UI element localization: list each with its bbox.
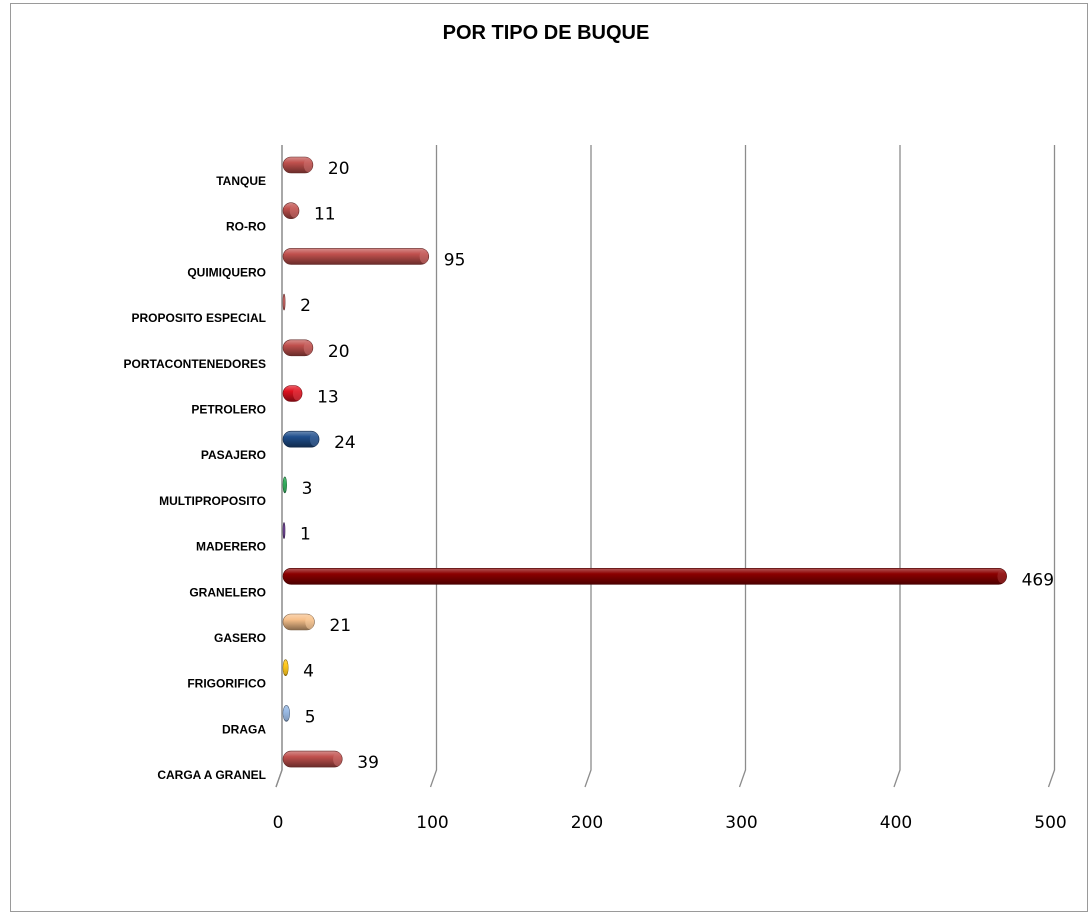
axes <box>275 145 283 788</box>
y-category-label: GRANELERO <box>189 585 266 599</box>
chart-title: POR TIPO DE BUQUE <box>442 22 650 44</box>
y-category-label: FRIGORIFICO <box>187 677 266 691</box>
bar <box>282 750 343 768</box>
bar <box>282 567 1007 585</box>
y-category-label: DRAGA <box>222 722 266 736</box>
x-tick-label: 0 <box>273 813 284 833</box>
x-tick-label: 400 <box>880 813 912 833</box>
x-tick-label: 300 <box>725 813 757 833</box>
bar-cap <box>283 706 290 721</box>
y-category-label: GASERO <box>214 631 266 645</box>
chart-frame <box>10 3 1088 912</box>
bar-cap <box>283 660 289 675</box>
y-category-label: PETROLERO <box>191 403 266 417</box>
bars <box>282 156 1007 768</box>
y-category-label: TANQUE <box>216 174 266 188</box>
bar-cap <box>283 523 285 538</box>
data-label: 24 <box>334 433 356 453</box>
x-tick-label: 100 <box>416 813 448 833</box>
data-label: 13 <box>317 388 339 408</box>
data-label: 20 <box>328 342 350 362</box>
y-category-label: PASAJERO <box>201 448 266 462</box>
y-category-label: QUIMIQUERO <box>187 265 266 279</box>
x-tick-label: 200 <box>571 813 603 833</box>
x-tick-label: 500 <box>1034 813 1066 833</box>
y-axis <box>275 145 283 788</box>
bar-cap <box>309 432 319 447</box>
data-label: 469 <box>1022 570 1054 590</box>
gridline <box>893 145 901 788</box>
data-label: 3 <box>302 479 313 499</box>
bar <box>282 430 320 448</box>
data-label: 5 <box>305 707 316 727</box>
gridline <box>429 145 438 788</box>
labels: 0 100 200 300 400 500 TANQUE 20 RO-RO 11 QUIMIQUER… <box>124 159 1067 833</box>
bar-cap <box>283 477 287 492</box>
y-category-label: CARGA A GRANEL <box>157 768 266 782</box>
gridlines <box>275 145 1056 788</box>
bar-cap <box>303 340 313 355</box>
bar-cap <box>303 158 313 172</box>
y-category-label: PORTACONTENEDORES <box>124 357 266 371</box>
gridline <box>738 145 747 788</box>
gridline <box>275 145 283 788</box>
y-category-label: MULTIPROPOSITO <box>159 494 266 508</box>
data-label: 4 <box>303 662 314 682</box>
gridline <box>584 145 592 788</box>
bar-cap <box>333 752 342 767</box>
gridline <box>1047 145 1056 788</box>
data-label: 2 <box>300 296 311 316</box>
bar-cap <box>997 569 1007 584</box>
y-category-label: PROPOSITO ESPECIAL <box>132 311 266 325</box>
data-label: 20 <box>328 159 350 179</box>
bar-cap <box>305 615 315 629</box>
bar-cap <box>289 203 299 218</box>
data-label: 39 <box>357 753 379 773</box>
y-category-label: RO-RO <box>226 220 266 234</box>
data-label: 95 <box>444 250 466 270</box>
bar-cap <box>283 295 286 310</box>
bar-cap <box>292 386 302 401</box>
data-label: 21 <box>329 616 351 636</box>
bar-cap <box>419 249 429 264</box>
data-label: 11 <box>314 205 336 225</box>
data-label: 1 <box>300 525 311 545</box>
y-category-label: MADERERO <box>196 540 266 554</box>
bar <box>282 248 430 265</box>
